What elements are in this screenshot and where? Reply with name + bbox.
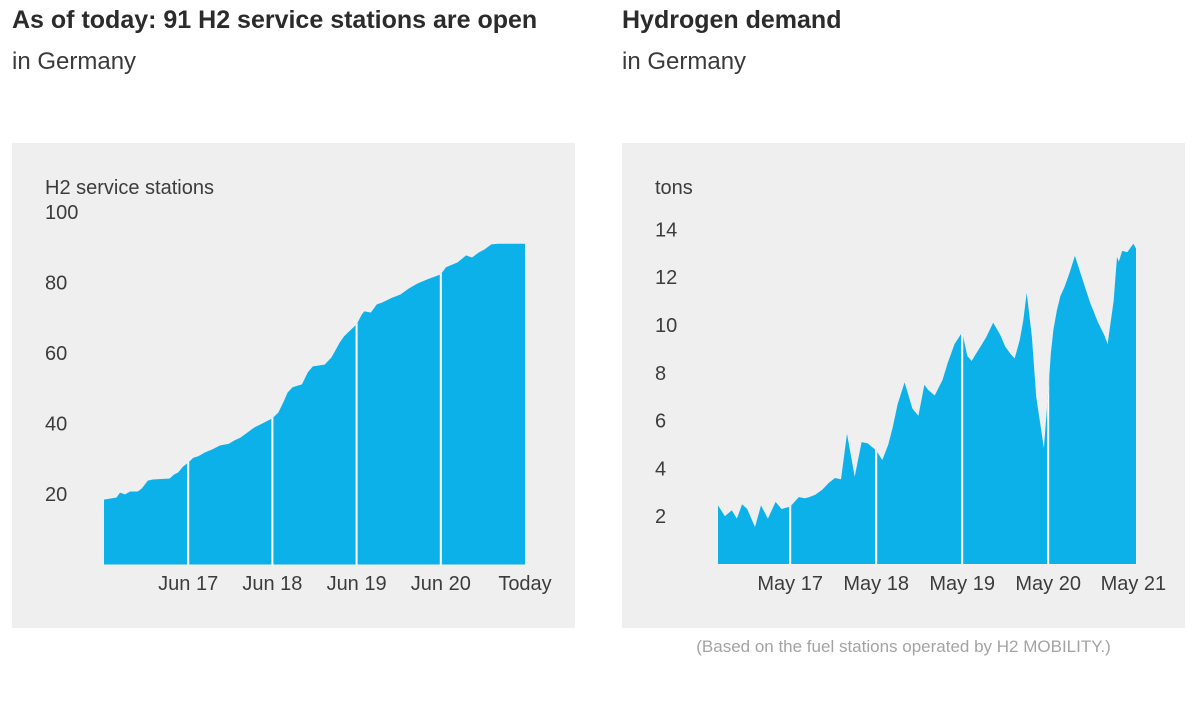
area-series: [104, 243, 525, 565]
x-tick-label: May 21: [1101, 573, 1167, 595]
x-tick-label: Jun 18: [242, 573, 302, 595]
y-tick-label: 10: [655, 315, 677, 337]
y-tick-label: 100: [45, 202, 78, 224]
x-tick-label: Jun 17: [158, 573, 218, 595]
x-tick-label: May 19: [929, 573, 995, 595]
x-tick-label: May 20: [1015, 573, 1081, 595]
y-tick-label: 14: [655, 219, 677, 241]
demand-chart-panel: tons 14 12 10 8 6 4 2 May 17 May 18 May 19 May 20 Ma…: [622, 143, 1185, 628]
y-tick-label: 6: [655, 411, 666, 433]
demand-title: Hydrogen demand: [622, 6, 842, 34]
y-axis-unit-label: H2 service stations: [45, 177, 214, 199]
y-tick-label: 8: [655, 363, 666, 385]
y-tick-label: 4: [655, 458, 666, 480]
x-tick-label: May 18: [843, 573, 909, 595]
demand-subtitle: in Germany: [622, 48, 747, 75]
demand-area-chart: tons 14 12 10 8 6 4 2 May 17 May 18 May 19 May 20 Ma…: [655, 177, 1167, 595]
stations-section: As of today: 91 H2 service stations are …: [12, 0, 575, 720]
y-tick-label: 40: [45, 414, 67, 436]
stations-area-chart: H2 service stations 100 80 60 40 20 Jun 17 Jun …: [45, 177, 552, 595]
y-tick-label: 12: [655, 267, 677, 289]
y-tick-label: 20: [45, 484, 67, 506]
demand-section: Hydrogen demand in Germany tons 14 12 10 8 6 4…: [622, 0, 1185, 720]
x-tick-label: May 17: [757, 573, 823, 595]
y-tick-label: 2: [655, 506, 666, 528]
area-series: [718, 243, 1136, 564]
x-tick-label: Jun 19: [327, 573, 387, 595]
y-tick-label: 80: [45, 273, 67, 295]
stations-title: As of today: 91 H2 service stations are …: [12, 6, 538, 34]
y-axis-unit-label: tons: [655, 177, 693, 199]
stations-subtitle: in Germany: [12, 48, 137, 75]
stations-chart-panel: H2 service stations 100 80 60 40 20 Jun 17 Jun …: [12, 143, 575, 628]
source-caption: (Based on the fuel stations operated by …: [696, 637, 1111, 656]
y-tick-label: 60: [45, 343, 67, 365]
x-tick-label: Jun 20: [411, 573, 471, 595]
x-tick-label: Today: [498, 573, 551, 595]
